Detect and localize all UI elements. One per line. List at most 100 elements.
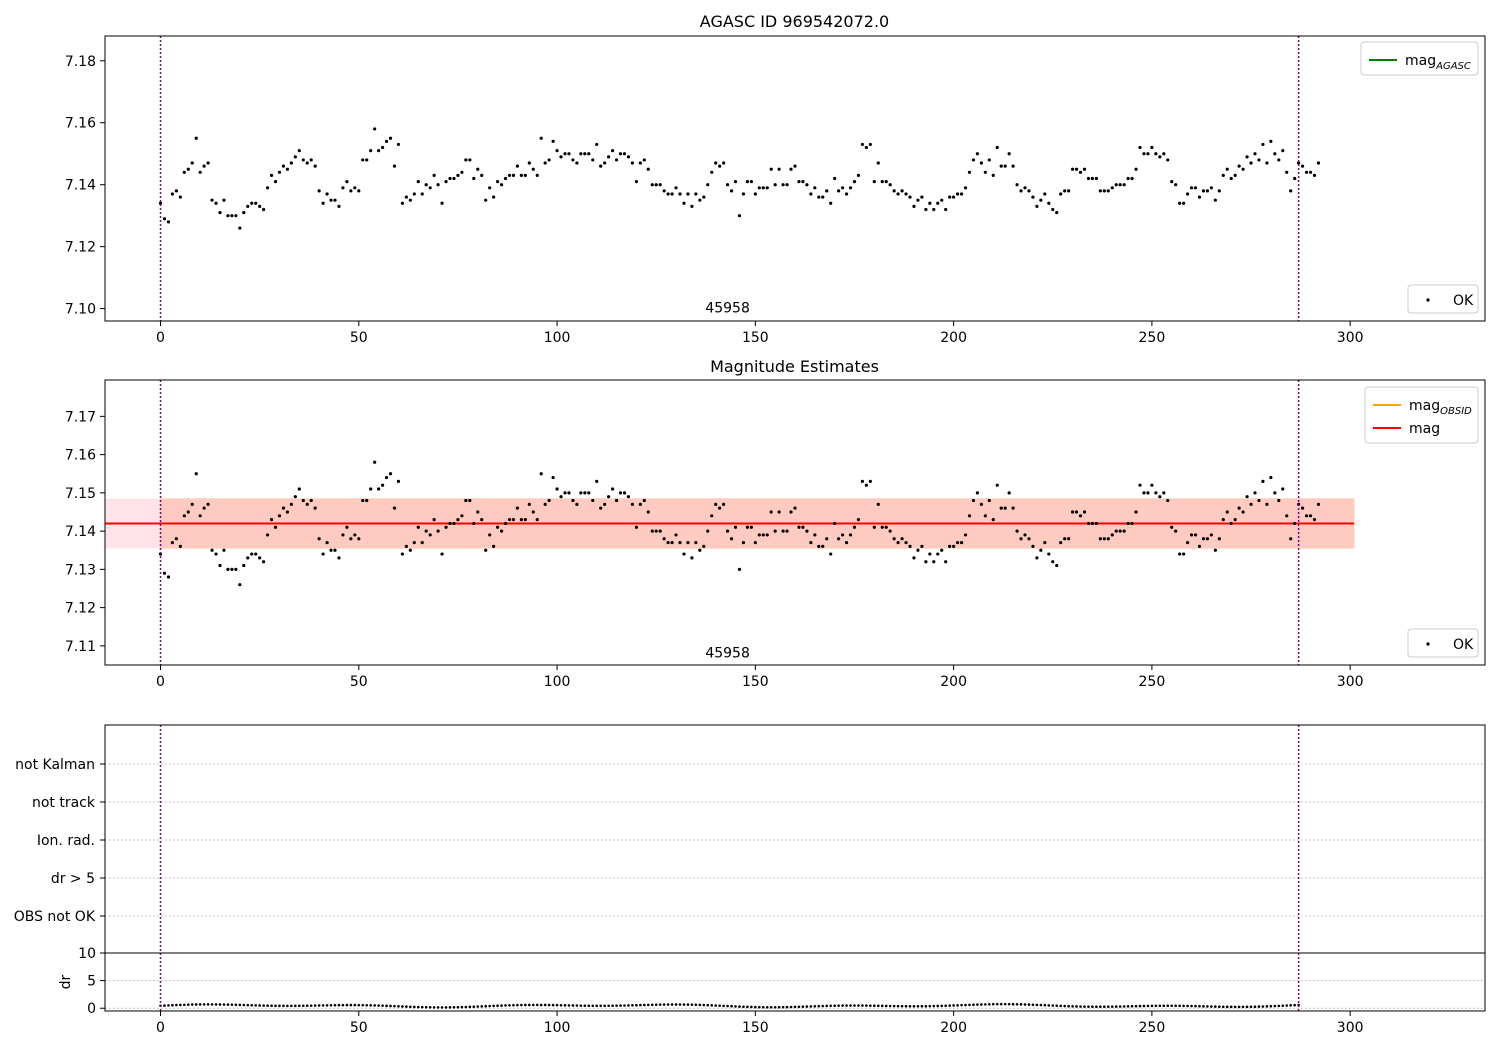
dr-point (397, 1004, 400, 1008)
data-point (198, 170, 202, 174)
data-point (722, 502, 726, 506)
data-point (293, 495, 297, 499)
flag-category-label: not track (32, 795, 96, 811)
x-tick-label: 50 (350, 1020, 368, 1036)
dr-point (476, 1005, 480, 1008)
data-point (1225, 167, 1229, 171)
data-point (1273, 152, 1277, 156)
dr-point (666, 1003, 670, 1006)
data-point (1114, 529, 1118, 533)
data-point (357, 537, 361, 541)
x-tick-label: 0 (156, 674, 165, 690)
data-point (341, 186, 345, 190)
data-point (575, 161, 579, 165)
data-point (242, 210, 246, 215)
data-point (825, 537, 829, 541)
dr-point (286, 1004, 289, 1008)
data-point (1193, 186, 1198, 190)
data-point (1063, 189, 1067, 193)
dr-point (365, 1003, 369, 1007)
dr-point (464, 1005, 468, 1009)
data-point (674, 186, 678, 190)
data-point (757, 533, 761, 537)
data-point (896, 540, 900, 545)
x-tick-label: 50 (350, 330, 368, 346)
data-point (1003, 506, 1007, 510)
data-point (1106, 537, 1110, 541)
data-point (468, 158, 472, 162)
dr-point (995, 1002, 999, 1006)
dr-point (873, 1004, 876, 1008)
dr-point (535, 1003, 539, 1007)
dr-point (484, 1004, 487, 1008)
data-point (967, 170, 972, 174)
data-point (1304, 514, 1309, 518)
data-point (158, 201, 163, 205)
data-point (293, 155, 297, 159)
data-point (618, 491, 623, 495)
data-point (1257, 498, 1261, 503)
data-point (987, 158, 991, 162)
data-point (686, 540, 690, 545)
data-point (321, 201, 325, 205)
x-tick-label: 200 (940, 330, 967, 346)
data-point (813, 533, 817, 537)
data-point (1304, 170, 1309, 174)
data-point (210, 198, 214, 202)
dr-point (988, 1002, 991, 1006)
data-point (1174, 183, 1178, 187)
data-point (963, 186, 968, 190)
data-point (412, 540, 416, 545)
dr-point (599, 1004, 602, 1008)
data-point (214, 552, 218, 556)
dr-point (754, 1005, 757, 1009)
data-point (404, 195, 408, 199)
data-point (622, 491, 627, 495)
data-point (821, 544, 825, 549)
data-point (900, 537, 904, 541)
data-point (733, 179, 738, 184)
data-point (353, 533, 357, 537)
data-point (591, 158, 595, 162)
data-point (499, 183, 504, 187)
data-point (408, 548, 412, 552)
dr-point (492, 1004, 495, 1008)
data-point (499, 529, 504, 533)
data-point (662, 537, 666, 541)
dr-point (353, 1003, 357, 1007)
data-point (1217, 537, 1221, 541)
data-point (1031, 195, 1035, 199)
data-point (714, 161, 718, 165)
data-point (1035, 556, 1039, 560)
dr-point (1126, 1005, 1130, 1008)
legend-label-ok: OK (1453, 293, 1474, 309)
data-point (642, 498, 646, 503)
dr-point (1166, 1004, 1170, 1008)
data-point (1193, 533, 1198, 537)
data-point (940, 548, 944, 552)
flag-category-label: dr > 5 (51, 871, 95, 887)
data-point (1078, 514, 1083, 518)
dr-point (432, 1006, 436, 1009)
dr-point (1150, 1004, 1154, 1008)
data-point (495, 525, 500, 529)
data-point (971, 158, 976, 162)
data-point (1253, 152, 1257, 156)
flag-category-label: Ion. rad. (37, 833, 95, 849)
data-point (892, 537, 896, 541)
data-point (1039, 548, 1043, 552)
dr-point (888, 1004, 892, 1008)
data-point (408, 198, 412, 202)
data-point (1031, 544, 1035, 549)
dr-point (884, 1004, 888, 1008)
data-point (682, 201, 686, 205)
data-point (710, 514, 714, 518)
dr-point (607, 1004, 610, 1008)
data-point (265, 533, 270, 537)
data-point (1316, 502, 1321, 506)
data-point (690, 204, 694, 208)
data-point (309, 158, 313, 162)
data-point (904, 192, 908, 196)
data-point (242, 563, 246, 568)
data-point (1110, 533, 1114, 537)
